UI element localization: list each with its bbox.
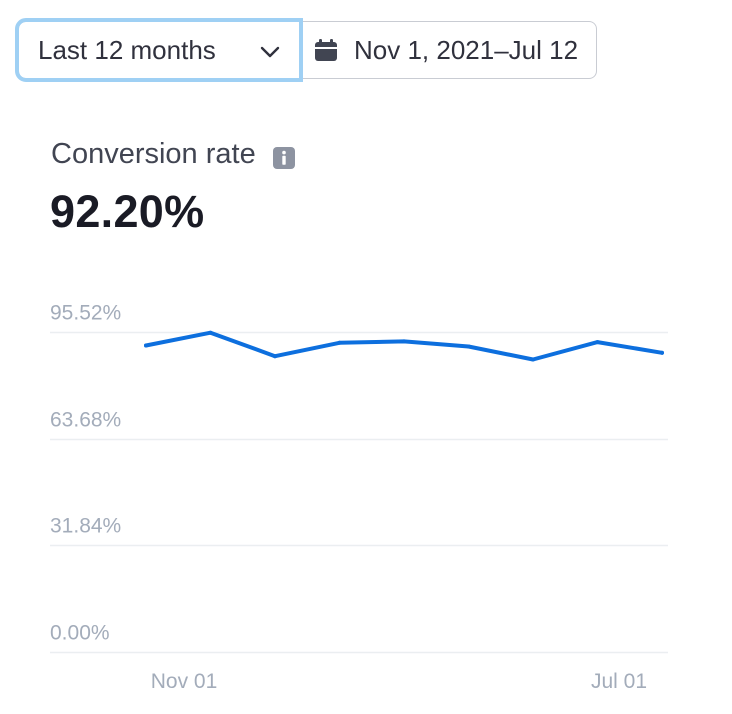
y-tick-label: 95.52% (50, 302, 121, 325)
series-point[interactable] (144, 343, 148, 348)
y-tick-label: 31.84% (50, 515, 121, 538)
y-tick-label: 63.68% (50, 409, 121, 432)
metric-title-label: Conversion rate (51, 138, 256, 170)
series-point[interactable] (660, 350, 664, 355)
range-select-label: Last 12 months (38, 34, 216, 65)
y-tick-label: 0.00% (50, 622, 110, 645)
series-point[interactable] (595, 340, 600, 345)
chart-y-ticks: 95.52% 63.68% 31.84% 0.00% (50, 302, 121, 645)
range-select[interactable]: Last 12 months (15, 18, 303, 82)
chart-series (144, 330, 664, 362)
info-icon[interactable] (272, 144, 295, 169)
series-point[interactable] (531, 357, 535, 362)
chart-gridlines (50, 331, 668, 654)
series-point[interactable] (208, 330, 213, 335)
chevron-down-icon (259, 39, 281, 61)
series-line (144, 330, 664, 362)
series-point[interactable] (337, 340, 342, 345)
chart-x-ticks: Nov 01 Jul 01 (151, 670, 647, 693)
metric-title: Conversion rate (51, 138, 295, 171)
calendar-icon (314, 38, 338, 62)
date-range-button[interactable]: Nov 1, 2021–Jul 12 (300, 21, 598, 79)
date-range-label: Nov 1, 2021–Jul 12 (354, 34, 579, 65)
x-tick-label: Jul 01 (591, 670, 647, 693)
metric-value: 92.20% (50, 186, 205, 237)
filter-toolbar: Last 12 months Nov 1, 2021–Jul 12 (15, 18, 598, 82)
series-point[interactable] (402, 339, 406, 344)
series-point[interactable] (273, 354, 277, 359)
series-point[interactable] (466, 344, 471, 349)
x-tick-label: Nov 01 (151, 670, 218, 693)
